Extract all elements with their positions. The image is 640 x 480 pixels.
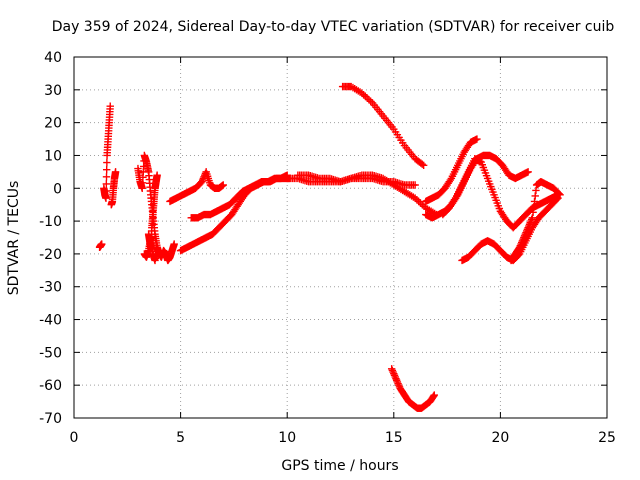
data-point — [480, 166, 489, 174]
data-point — [482, 171, 491, 180]
data-point — [153, 171, 161, 179]
data-point — [524, 168, 532, 176]
x-tick-label: 20 — [491, 430, 509, 446]
data-point — [494, 202, 502, 210]
y-tick-label: 0 — [53, 181, 62, 197]
data-point — [102, 180, 111, 188]
series-arc-i — [187, 171, 291, 222]
x-axis-label: GPS time / hours — [281, 458, 398, 474]
data-point — [495, 204, 504, 213]
series-arc-a — [95, 240, 106, 252]
data-point — [532, 186, 540, 195]
data-point — [487, 182, 495, 191]
data-point — [530, 203, 538, 211]
data-point — [102, 165, 111, 174]
data-point — [528, 214, 537, 222]
grid-layer — [74, 57, 607, 418]
y-tick-label: 40 — [44, 50, 62, 66]
data-point — [484, 177, 493, 185]
data-point — [477, 158, 485, 166]
series-arc-c — [107, 168, 120, 209]
series-arc-l — [338, 82, 428, 169]
data-point — [98, 240, 106, 248]
y-tick-label: -30 — [39, 280, 62, 296]
y-tick-label: -40 — [39, 313, 62, 329]
data-point — [102, 173, 111, 181]
data-point — [111, 168, 120, 176]
data-point — [478, 161, 486, 169]
data-point — [489, 188, 497, 196]
data-point — [411, 181, 419, 189]
y-tick-label: -70 — [39, 411, 62, 427]
series-arc-g — [166, 168, 227, 206]
data-point — [555, 190, 563, 198]
data-point — [170, 240, 178, 248]
data-point — [486, 180, 494, 188]
data-point — [102, 194, 110, 202]
x-tick-label: 10 — [278, 430, 296, 446]
chart-title: Day 359 of 2024, Sidereal Day-to-day VTE… — [52, 19, 615, 35]
data-point — [106, 102, 114, 110]
y-tick-label: -20 — [39, 247, 62, 263]
x-tick-label: 0 — [70, 430, 79, 446]
data-point — [530, 197, 539, 206]
data-point — [219, 181, 227, 189]
data-point — [491, 193, 499, 202]
data-point — [430, 391, 439, 399]
y-tick-label: 10 — [44, 148, 62, 164]
plot-frame — [73, 56, 608, 419]
x-tick-label: 5 — [176, 430, 185, 446]
y-tick-label: -60 — [39, 378, 62, 394]
data-point — [553, 195, 561, 203]
data-point — [479, 163, 488, 172]
series-arc-q — [507, 178, 564, 265]
data-point — [492, 196, 500, 205]
y-tick-label: -50 — [39, 345, 62, 361]
data-point — [103, 158, 111, 167]
data-point — [483, 174, 492, 183]
data-point — [556, 191, 564, 199]
x-tick-label: 15 — [385, 430, 403, 446]
series-arc-n — [422, 135, 481, 206]
y-tick-label: 20 — [44, 116, 62, 132]
tick-layer: 0 5 10 15 20 25 -70 -60 -50 -40 -30 -20 -10 0 10 20 30 40 — [39, 50, 616, 446]
y-axis-label: SDTVAR / TECUs — [6, 181, 22, 296]
x-tick-label: 25 — [598, 430, 616, 446]
data-point — [531, 192, 539, 200]
data-point — [419, 161, 428, 169]
y-tick-label: -10 — [39, 214, 62, 230]
data-point — [529, 208, 537, 217]
data-point — [473, 135, 481, 143]
series-arc-k — [294, 171, 441, 219]
data-point — [488, 185, 496, 194]
series-arc-f — [144, 171, 161, 252]
data-point — [490, 191, 498, 199]
data-point — [493, 199, 501, 207]
series-arc-o — [439, 155, 562, 232]
series-arc-b — [100, 102, 114, 202]
data-point — [429, 392, 438, 400]
data-point — [102, 187, 110, 195]
y-tick-label: 30 — [44, 83, 62, 99]
series-arc-r — [387, 365, 439, 412]
data-marks — [95, 82, 564, 412]
data-point — [481, 169, 490, 177]
